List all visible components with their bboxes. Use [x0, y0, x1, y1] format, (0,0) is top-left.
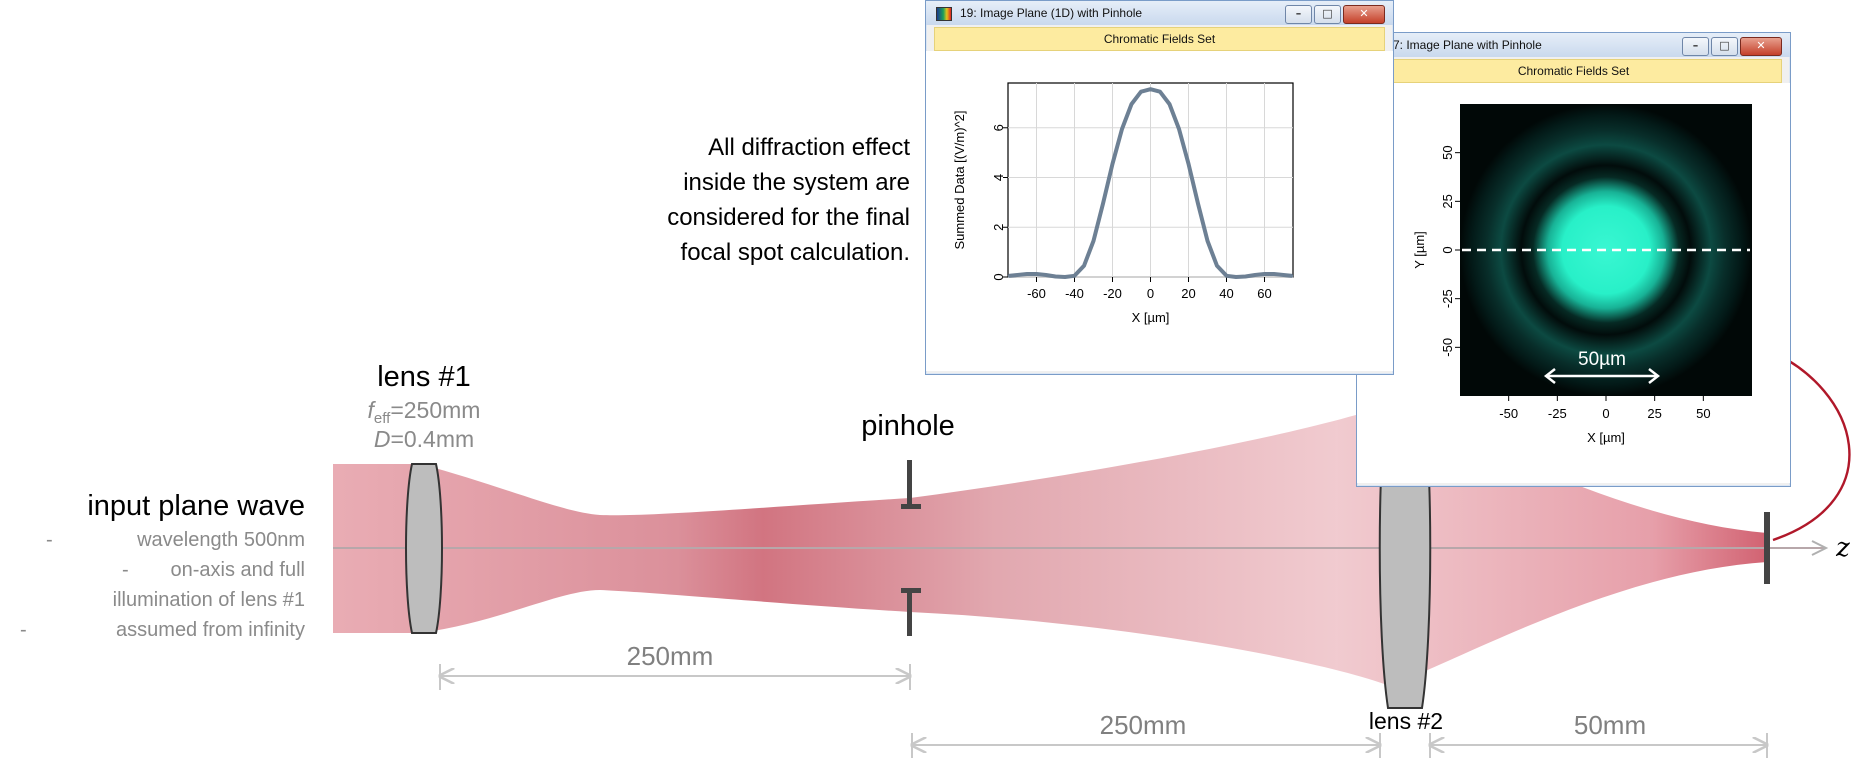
minimize-icon: –	[1295, 7, 1302, 20]
y-tick-label: 2	[991, 224, 1006, 231]
lens-1-focal-length: feff=250mm	[368, 397, 481, 427]
x-tick-label: 50	[1696, 406, 1710, 421]
y-tick-label: 6	[991, 124, 1006, 131]
x-tick-label: 25	[1647, 406, 1661, 421]
image-plane-marker	[1764, 512, 1770, 584]
input-item: assumed from infinity	[116, 619, 305, 641]
distance-label-1: 250mm	[627, 641, 714, 671]
y-tick-label: -25	[1440, 289, 1455, 308]
window-title: 19: Image Plane (1D) with Pinhole	[960, 6, 1143, 20]
x-tick-label: 20	[1181, 286, 1195, 301]
close-button[interactable]: ✕	[1343, 5, 1385, 24]
app-icon	[936, 7, 952, 21]
close-icon: ✕	[1756, 39, 1766, 52]
x-tick-label: -25	[1548, 406, 1567, 421]
x-tick-label: -40	[1065, 286, 1084, 301]
note-line: inside the system are	[683, 169, 910, 196]
input-items: - wavelength 500nm - on-axis and full il…	[20, 529, 305, 641]
y-tick-label: 4	[991, 174, 1006, 181]
y-tick-label: 50	[1440, 145, 1455, 159]
window-title: 7: Image Plane with Pinhole	[1393, 38, 1542, 52]
maximize-button[interactable]: □	[1711, 37, 1738, 56]
axis-arrowhead	[1811, 540, 1829, 556]
x-tick-label: 0	[1602, 406, 1609, 421]
note-line: focal spot calculation.	[681, 239, 910, 266]
chromatic-fields-band: Chromatic Fields Set	[1365, 59, 1782, 83]
y-tick-label: 0	[1440, 246, 1455, 253]
y-tick-label: 0	[991, 273, 1006, 280]
input-item: on-axis and full	[170, 559, 305, 581]
dimension-lines	[440, 664, 1767, 758]
input-bullet: -	[20, 619, 27, 641]
minimize-button[interactable]: –	[1682, 37, 1709, 56]
lens-2-title: lens #2	[1369, 708, 1443, 734]
close-button[interactable]: ✕	[1740, 37, 1782, 56]
lens-1-shape	[405, 463, 443, 634]
maximize-icon: □	[1719, 39, 1730, 52]
x-tick-label: 0	[1147, 286, 1154, 301]
x-tick-label: -50	[1499, 406, 1518, 421]
lens-1-title: lens #1	[377, 361, 471, 393]
close-icon: ✕	[1359, 7, 1369, 20]
z-axis-label: z	[1835, 533, 1850, 563]
minimize-icon: –	[1692, 39, 1699, 52]
x-tick-label: 60	[1257, 286, 1271, 301]
scale-bar-label: 50µm	[1578, 349, 1626, 370]
plot-axes: -60 -40 -20 0 20 40 60 0 2 4 6 X [µm] Summed Data [(…	[952, 110, 1272, 325]
pinhole-title: pinhole	[861, 410, 955, 442]
note-text: All diffraction effect inside the system…	[667, 134, 910, 266]
heatmap-axes: -50 -25 0 25 50 50 25 0 -25 -50 X [µm] Y [µm]	[1412, 145, 1711, 445]
plot-series	[1007, 87, 1294, 279]
note-line: considered for the final	[667, 204, 910, 231]
minimize-button[interactable]: –	[1285, 5, 1312, 24]
distance-label-3: 50mm	[1574, 710, 1646, 740]
input-item: wavelength 500nm	[136, 529, 305, 551]
y-tick-label: -50	[1440, 338, 1455, 357]
y-axis-label: Y [µm]	[1412, 231, 1427, 269]
link-arrow	[1768, 350, 1851, 542]
x-axis-label: X [µm]	[1132, 310, 1170, 325]
window-titlebar[interactable]: 19: Image Plane (1D) with Pinhole – □ ✕	[926, 1, 1393, 25]
summed-data-plot: -60 -40 -20 0 20 40 60 0 2 4 6 X [µm] Summed Data [(…	[926, 51, 1393, 371]
image-plane-2d-window[interactable]: 7: Image Plane with Pinhole – □ ✕ Chroma…	[1356, 32, 1791, 487]
note-line: All diffraction effect	[708, 134, 910, 161]
x-tick-label: -60	[1027, 286, 1046, 301]
field-intensity-plot: -50 -25 0 25 50 50 25 0 -25 -50 X [µm] Y [µm] 50µm	[1357, 83, 1790, 483]
image-plane-1d-window[interactable]: 19: Image Plane (1D) with Pinhole – □ ✕ …	[925, 0, 1394, 375]
chromatic-fields-band: Chromatic Fields Set	[934, 27, 1385, 51]
input-item: illumination of lens #1	[113, 589, 305, 611]
plot-grid	[1008, 83, 1293, 278]
distance-label-2: 250mm	[1100, 710, 1187, 740]
x-axis-label: X [µm]	[1587, 430, 1625, 445]
x-tick-label: 40	[1219, 286, 1233, 301]
y-tick-label: 25	[1440, 194, 1455, 208]
maximize-icon: □	[1322, 7, 1333, 20]
input-title: input plane wave	[87, 490, 305, 522]
scale-bar-left-head	[1543, 368, 1556, 384]
window-titlebar[interactable]: 7: Image Plane with Pinhole – □ ✕	[1357, 33, 1790, 57]
x-tick-label: -20	[1103, 286, 1122, 301]
pinhole-shape	[901, 460, 921, 636]
input-bullet: -	[46, 529, 53, 551]
input-bullet: -	[122, 559, 129, 581]
series-line	[1007, 87, 1294, 279]
y-axis-label: Summed Data [(V/m)^2]	[952, 110, 967, 249]
maximize-button[interactable]: □	[1314, 5, 1341, 24]
lens-1-diameter: D=0.4mm	[374, 426, 474, 452]
scale-bar-right-head	[1648, 368, 1661, 384]
